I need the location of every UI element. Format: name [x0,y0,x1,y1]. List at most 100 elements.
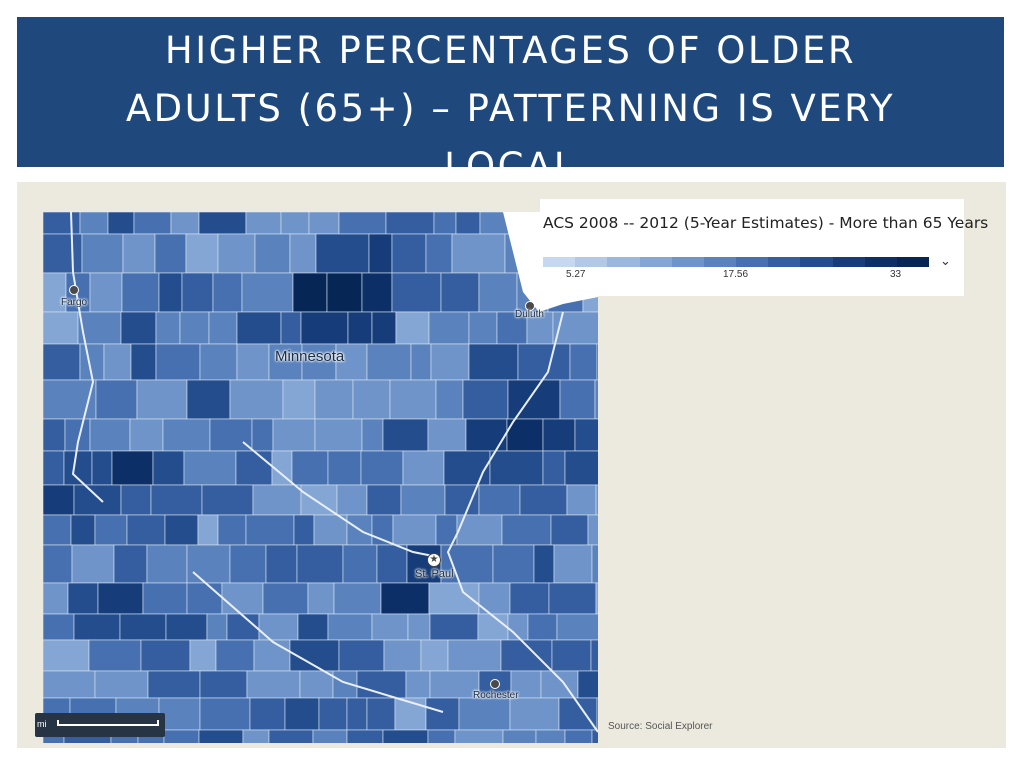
tract-cell[interactable] [129,418,164,452]
tract-cell[interactable] [577,670,598,699]
tract-cell[interactable] [158,697,201,731]
tract-cell[interactable] [333,582,382,615]
tract-cell[interactable] [455,212,481,235]
tract-cell[interactable] [158,272,183,313]
tract-cell[interactable] [550,514,589,546]
tract-cell[interactable] [587,514,598,546]
tract-cell[interactable] [410,343,432,381]
tract-cell[interactable] [595,484,598,516]
tract-cell[interactable] [509,697,560,731]
tract-cell[interactable] [425,697,460,731]
tract-cell[interactable] [70,514,96,546]
tract-cell[interactable] [79,212,109,235]
tract-cell[interactable] [380,582,430,615]
tract-cell[interactable] [43,613,75,641]
tract-cell[interactable] [296,544,344,584]
tract-cell[interactable] [241,272,294,313]
tract-cell[interactable] [199,697,251,731]
tract-cell[interactable] [447,639,502,672]
tract-cell[interactable] [89,418,131,452]
tract-cell[interactable] [407,613,431,641]
tract-cell[interactable] [428,311,470,345]
tract-cell[interactable] [542,450,566,486]
tract-cell[interactable] [91,450,113,486]
tract-cell[interactable] [308,212,340,235]
tract-cell[interactable] [383,639,422,672]
tract-cell[interactable] [43,311,79,345]
tract-cell[interactable] [492,544,535,584]
tract-cell[interactable] [425,233,453,274]
tract-cell[interactable] [556,613,598,641]
tract-cell[interactable] [249,697,286,731]
tract-cell[interactable] [113,544,148,584]
tract-cell[interactable] [73,613,121,641]
tract-cell[interactable] [236,311,282,345]
tract-cell[interactable] [181,272,214,313]
tract-cell[interactable] [221,582,264,615]
tract-cell[interactable] [443,450,491,486]
tract-cell[interactable] [527,613,558,641]
tract-cell[interactable] [402,450,445,486]
tract-cell[interactable] [67,582,99,615]
tract-cell[interactable] [136,379,188,420]
tract-cell[interactable] [559,379,596,420]
tract-cell[interactable] [289,233,317,274]
tract-cell[interactable] [382,418,429,452]
tract-cell[interactable] [186,544,231,584]
tract-cell[interactable] [229,544,267,584]
chevron-down-icon[interactable]: ⌄ [940,253,951,268]
tract-cell[interactable] [551,639,592,672]
tract-cell[interactable] [517,343,571,381]
tract-cell[interactable] [564,450,598,486]
tract-cell[interactable] [468,343,519,381]
tract-cell[interactable] [107,212,135,235]
tract-cell[interactable] [162,418,211,452]
tract-cell[interactable] [120,484,152,516]
tract-cell[interactable] [94,514,128,546]
tract-cell[interactable] [458,697,511,731]
tract-cell[interactable] [185,233,219,274]
tract-cell[interactable] [315,233,370,274]
city-marker-fargo[interactable] [69,285,79,295]
tract-cell[interactable] [43,450,65,486]
tract-cell[interactable] [314,379,354,420]
tract-cell[interactable] [212,272,243,313]
tract-cell[interactable] [71,544,115,584]
tract-cell[interactable] [81,233,124,274]
tract-cell[interactable] [338,212,387,235]
tract-cell[interactable] [564,729,593,743]
tract-cell[interactable] [548,582,597,615]
tract-cell[interactable] [440,544,494,584]
tract-cell[interactable] [552,311,598,345]
tract-cell[interactable] [314,418,363,452]
tract-cell[interactable] [327,613,373,641]
tract-cell[interactable] [346,729,384,743]
tract-cell[interactable] [590,639,598,672]
tract-cell[interactable] [566,484,597,516]
tract-cell[interactable] [133,212,172,235]
tract-cell[interactable] [164,514,199,546]
tract-cell[interactable] [429,670,480,699]
tract-cell[interactable] [391,233,427,274]
tract-cell[interactable] [542,418,576,452]
tract-cell[interactable] [43,343,81,381]
tract-cell[interactable] [206,613,228,641]
tract-cell[interactable] [94,670,149,699]
tract-cell[interactable] [236,343,270,381]
tract-cell[interactable] [456,514,503,546]
tract-cell[interactable] [366,484,402,516]
tract-cell[interactable] [591,544,598,584]
tract-cell[interactable] [284,697,320,731]
tract-cell[interactable] [43,670,96,699]
tract-cell[interactable] [376,544,408,584]
tract-cell[interactable] [103,343,132,381]
tract-cell[interactable] [229,379,284,420]
tract-cell[interactable] [126,514,166,546]
tract-cell[interactable] [215,639,255,672]
tract-cell[interactable] [371,311,397,345]
tract-cell[interactable] [186,379,231,420]
tract-cell[interactable] [440,272,480,313]
tract-cell[interactable] [502,729,537,743]
tract-cell[interactable] [327,450,362,486]
tract-cell[interactable] [163,729,200,743]
